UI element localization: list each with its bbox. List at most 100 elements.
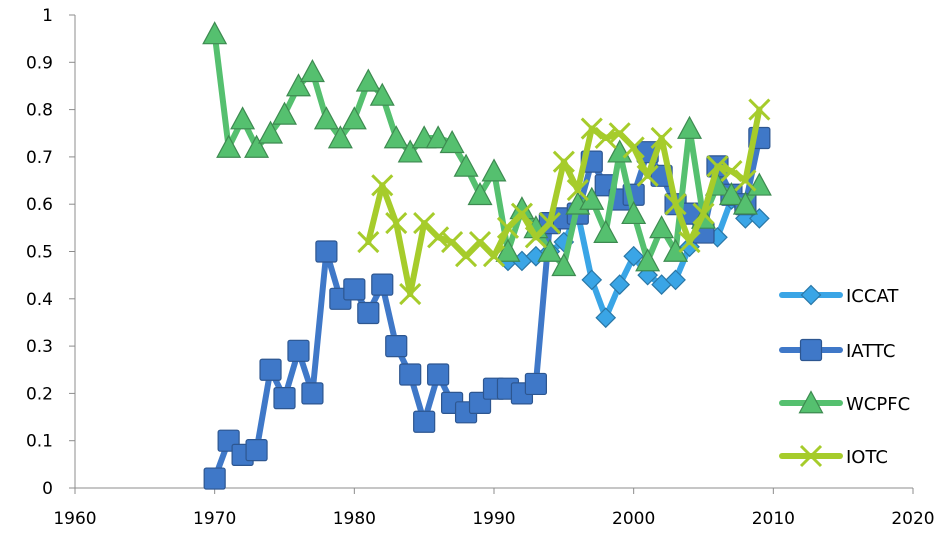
x-marker-stroke (468, 230, 492, 254)
data-point-wcpfc (383, 125, 409, 149)
data-point-iotc (385, 212, 408, 235)
y-tick-label: 0.8 (26, 101, 53, 121)
data-point-wcpfc (649, 215, 675, 239)
data-point-iattc (315, 240, 338, 263)
x-marker-stroke (636, 164, 659, 187)
series-wcpfc (202, 21, 772, 277)
x-marker-stroke (678, 230, 701, 254)
data-point-iattc (413, 410, 436, 433)
x-tick-label: 1960 (53, 509, 96, 529)
series-line-iattc (211, 134, 763, 482)
data-point-iattc (399, 363, 422, 386)
data-point-wcpfc (285, 73, 311, 97)
data-point-iattc (301, 382, 324, 405)
data-point-wcpfc (718, 181, 744, 206)
data-point-iccat (609, 274, 631, 295)
data-point-iotc (580, 117, 603, 140)
axes: 0 0.1 0.2 0.3 0.4 0.5 0.6 0.7 0.8 0.9 1 1960 1970 198… (26, 6, 935, 529)
x-marker-stroke (399, 283, 422, 306)
data-point-iotc (482, 245, 506, 268)
data-point-wcpfc (439, 129, 465, 154)
x-marker-stroke (441, 230, 464, 254)
x-marker-stroke (580, 117, 603, 140)
series-layer (202, 21, 772, 490)
y-tick-label: 0.6 (26, 195, 53, 215)
data-point-wcpfc (397, 139, 423, 163)
data-point-iotc (720, 160, 743, 183)
legend-marker-wcpfc (798, 390, 824, 414)
data-point-iattc (524, 372, 548, 396)
data-point-iotc (566, 178, 589, 202)
legend-item-iccat: ICCAT (779, 284, 899, 307)
data-point-iotc (622, 136, 645, 159)
y-tick-label: 0.2 (26, 384, 53, 404)
legend-label-iotc: IOTC (846, 447, 888, 468)
y-tick-label: 0.3 (26, 337, 53, 357)
data-point-wcpfc (216, 134, 242, 158)
data-point-iotc (650, 126, 673, 150)
legend-label-iattc: IATTC (846, 341, 895, 362)
series-line-wcpfc (211, 30, 763, 269)
y-tick-label: 0.4 (26, 290, 53, 310)
x-marker-stroke (622, 136, 645, 159)
data-point-wcpfc (355, 68, 381, 92)
data-point-iattc (273, 387, 296, 410)
x-marker-stroke (552, 150, 575, 173)
data-point-wcpfc (677, 115, 703, 139)
data-point-iotc (427, 226, 450, 249)
data-point-iotc (357, 230, 380, 254)
data-point-iotc (552, 150, 575, 173)
x-tick-label: 1970 (193, 509, 236, 529)
data-point-iattc (245, 439, 268, 462)
data-point-iattc (203, 467, 226, 490)
y-tick-label: 0.5 (26, 243, 53, 263)
x-marker-stroke (413, 212, 436, 235)
x-tick-label: 2020 (891, 509, 934, 529)
data-point-iotc (692, 202, 715, 225)
data-point-wcpfc (327, 125, 353, 149)
data-point-iotc (594, 126, 617, 150)
data-point-wcpfc (299, 58, 325, 83)
y-tick-label: 0 (42, 479, 53, 499)
x-marker-stroke (799, 444, 823, 468)
data-point-wcpfc (425, 125, 451, 149)
data-point-iattc (287, 339, 310, 362)
data-point-wcpfc (244, 134, 270, 158)
data-point-iotc (538, 212, 561, 235)
legend-marker-iccat (800, 284, 822, 306)
x-marker-stroke (692, 202, 715, 225)
x-marker-stroke (734, 169, 757, 192)
data-point-wcpfc (453, 153, 479, 177)
data-point-iotc (664, 193, 687, 216)
legend-item-iattc: IATTC (779, 338, 895, 362)
x-marker-stroke (371, 174, 394, 197)
y-tick-label: 1 (42, 6, 53, 26)
data-point-wcpfc (732, 191, 758, 215)
data-point-wcpfc (551, 252, 577, 277)
data-point-wcpfc (369, 82, 395, 106)
x-tick-label: 1990 (472, 509, 515, 529)
legend-label-wcpfc: WCPFC (846, 394, 910, 415)
data-point-wcpfc (341, 106, 367, 130)
x-marker-stroke (510, 202, 533, 225)
x-marker-stroke (538, 212, 561, 235)
x-tick-label: 1980 (333, 509, 376, 529)
data-point-wcpfc (495, 238, 521, 262)
data-point-iccat (595, 307, 617, 329)
y-tick-label: 0.1 (26, 432, 53, 452)
data-point-iccat (665, 269, 686, 291)
data-point-wcpfc (593, 219, 619, 243)
data-point-wcpfc (467, 181, 493, 206)
data-point-iattc (357, 301, 380, 325)
series-iotc (357, 98, 771, 306)
x-marker-stroke (748, 98, 771, 121)
x-marker-stroke (608, 122, 631, 145)
legend: ICCAT IATTC WCPFC IOTC (779, 284, 910, 468)
legend-item-iotc: IOTC (779, 444, 888, 468)
data-point-iotc (734, 169, 757, 192)
data-point-wcpfc (481, 158, 507, 182)
x-marker-stroke (594, 126, 617, 150)
data-point-iccat (623, 245, 645, 267)
legend-item-wcpfc: WCPFC (779, 390, 910, 415)
x-tick-label: 2010 (752, 509, 795, 529)
